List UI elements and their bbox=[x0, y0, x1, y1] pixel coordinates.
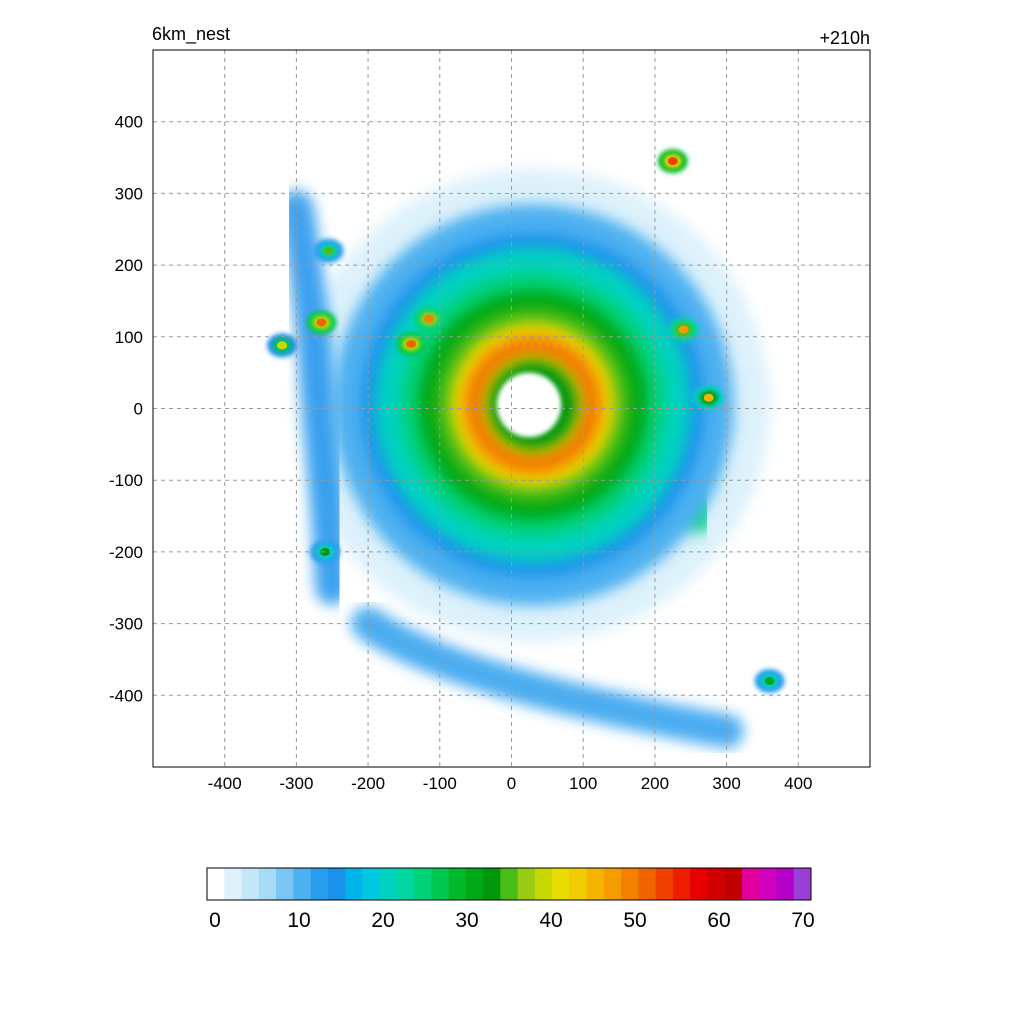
colorbar-cell bbox=[396, 868, 415, 900]
x-tick-label: 400 bbox=[784, 774, 812, 793]
colorbar-cell bbox=[724, 868, 743, 900]
colorbar-label: 50 bbox=[623, 909, 646, 932]
y-tick-label: 400 bbox=[115, 113, 143, 132]
x-tick-label: -300 bbox=[279, 774, 313, 793]
cells-layer bbox=[267, 149, 785, 693]
cell-core bbox=[667, 157, 678, 166]
colorbar-cell bbox=[603, 868, 622, 900]
colorbar-cell bbox=[327, 868, 346, 900]
colorbar-cell bbox=[672, 868, 691, 900]
cell-core bbox=[316, 318, 327, 327]
y-tick-label: -200 bbox=[109, 543, 143, 562]
colorbar-cell bbox=[517, 868, 536, 900]
y-tick-label: -300 bbox=[109, 615, 143, 634]
colorbar-cell bbox=[224, 868, 243, 900]
colorbar-cell bbox=[707, 868, 726, 900]
x-tick-label: -400 bbox=[208, 774, 242, 793]
plot-frame bbox=[152, 49, 871, 768]
colorbar-labels: 0 10 20 30 40 50 60 70 bbox=[209, 909, 815, 932]
colorbar-label: 30 bbox=[455, 909, 478, 932]
colorbar-cell bbox=[414, 868, 432, 900]
y-tick-label: 200 bbox=[115, 256, 143, 275]
x-tick-label: -100 bbox=[423, 774, 457, 793]
colorbar-cells bbox=[207, 868, 812, 900]
eye bbox=[496, 372, 562, 438]
colorbar-cell bbox=[586, 868, 605, 900]
cell-core bbox=[703, 393, 714, 402]
cell-core bbox=[406, 339, 417, 348]
x-tick-label: 0 bbox=[507, 774, 516, 793]
plot-area bbox=[153, 50, 870, 767]
colorbar-cell bbox=[741, 868, 760, 900]
chart-title-right: +210h bbox=[819, 28, 870, 48]
x-tick-label: 200 bbox=[641, 774, 669, 793]
colorbar-cell bbox=[569, 868, 588, 900]
colorbar-cell bbox=[293, 868, 312, 900]
cell-core bbox=[277, 341, 288, 350]
colorbar-cell bbox=[776, 868, 795, 900]
colorbar-cell bbox=[310, 868, 329, 900]
colorbar-cell bbox=[431, 868, 450, 900]
colorbar-label: 40 bbox=[539, 909, 562, 932]
colorbar-label: 60 bbox=[707, 909, 730, 932]
colorbar-cell bbox=[690, 868, 708, 900]
colorbar-cell bbox=[759, 868, 777, 900]
y-axis: 400 300 200 100 0 -100 -200 -300 -400 bbox=[109, 113, 143, 706]
y-tick-label: 300 bbox=[115, 184, 143, 203]
x-tick-label: 100 bbox=[569, 774, 597, 793]
cell-core bbox=[320, 547, 331, 556]
colorbar-cell bbox=[500, 868, 519, 900]
colorbar-cell bbox=[655, 868, 674, 900]
colorbar-cell bbox=[638, 868, 657, 900]
colorbar-cell bbox=[345, 868, 363, 900]
colorbar-label: 70 bbox=[791, 909, 814, 932]
y-tick-label: -100 bbox=[109, 471, 143, 490]
colorbar-cell bbox=[552, 868, 570, 900]
cell-core bbox=[764, 676, 775, 685]
colorbar-cell bbox=[448, 868, 467, 900]
colorbar-cell bbox=[276, 868, 294, 900]
y-tick-label: 100 bbox=[115, 328, 143, 347]
colorbar-cell bbox=[258, 868, 277, 900]
x-axis: -400 -300 -200 -100 0 100 200 300 400 bbox=[208, 774, 813, 793]
colorbar: 0 10 20 30 40 50 60 70 bbox=[206, 867, 815, 932]
field-layer bbox=[279, 168, 770, 749]
colorbar-frame bbox=[206, 867, 812, 901]
chart-title-left: 6km_nest bbox=[152, 24, 230, 45]
x-tick-label: 300 bbox=[712, 774, 740, 793]
y-tick-label: -400 bbox=[109, 686, 143, 705]
colorbar-cell bbox=[241, 868, 260, 900]
x-tick-label: -200 bbox=[351, 774, 385, 793]
colorbar-label: 10 bbox=[287, 909, 310, 932]
colorbar-cell bbox=[793, 868, 812, 900]
spiral-band bbox=[351, 606, 744, 749]
spiral-band bbox=[279, 190, 350, 605]
colorbar-cell bbox=[483, 868, 501, 900]
colorbar-cell bbox=[362, 868, 381, 900]
y-tick-label: 0 bbox=[134, 400, 143, 419]
colorbar-cell bbox=[534, 868, 553, 900]
colorbar-cell bbox=[207, 868, 225, 900]
cell-core bbox=[678, 325, 689, 334]
colorbar-label: 0 bbox=[209, 909, 221, 932]
cell-core bbox=[424, 314, 435, 323]
colorbar-cell bbox=[465, 868, 484, 900]
cell-core bbox=[323, 246, 334, 255]
colorbar-label: 20 bbox=[371, 909, 394, 932]
colorbar-cell bbox=[621, 868, 639, 900]
colorbar-cell bbox=[379, 868, 398, 900]
